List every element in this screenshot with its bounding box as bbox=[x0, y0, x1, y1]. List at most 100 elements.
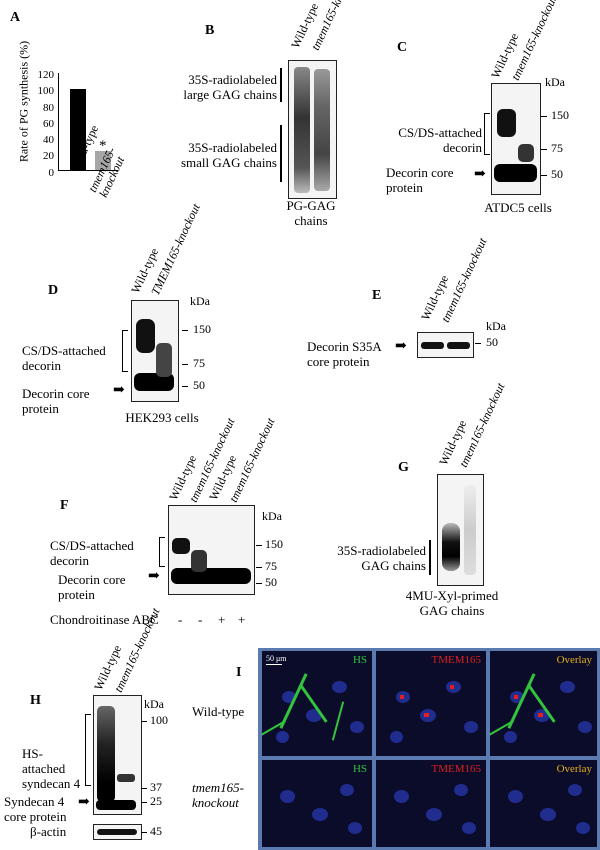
panel-d-western-blot bbox=[131, 300, 179, 402]
arrow-icon: ➡ bbox=[113, 383, 125, 398]
bar-wild-type bbox=[70, 89, 86, 170]
marker-tick bbox=[475, 343, 481, 344]
syndecan-core-label: Syndecan 4 core protein bbox=[4, 794, 67, 824]
marker-50: 50 bbox=[551, 167, 563, 181]
channel-label-tmem165: TMEM165 bbox=[431, 763, 482, 775]
marker-25: 25 bbox=[150, 794, 162, 808]
panel-e-western-blot bbox=[417, 332, 474, 358]
gag-bracket bbox=[429, 540, 431, 575]
beta-actin-blot bbox=[93, 824, 142, 840]
panel-a-tick: 80 bbox=[43, 101, 54, 114]
treatment-label: Chondroitinase ABC bbox=[50, 612, 159, 627]
marker-tick bbox=[541, 149, 547, 150]
marker-50: 50 bbox=[265, 575, 277, 589]
panel-c-label: C bbox=[397, 40, 408, 55]
marker-tick bbox=[182, 386, 188, 387]
marker-45: 45 bbox=[150, 824, 162, 838]
marker-50: 50 bbox=[486, 335, 498, 349]
marker-tick bbox=[141, 832, 147, 833]
panel-d-label: D bbox=[48, 283, 59, 298]
panel-b-label: B bbox=[205, 23, 215, 38]
row-label-wild-type: Wild-type bbox=[192, 704, 245, 719]
panel-a-y-axis bbox=[58, 73, 59, 171]
marker-75: 75 bbox=[193, 356, 205, 370]
panel-f-label: F bbox=[60, 498, 69, 513]
micrograph-wt-tmem165: TMEM165 bbox=[376, 651, 486, 756]
micrograph-ko-hs: HS bbox=[262, 760, 372, 847]
marker-tick bbox=[256, 567, 262, 568]
micrograph-wt-hs: 50 μm HS bbox=[262, 651, 372, 756]
kda-label: kDa bbox=[190, 294, 210, 308]
treatment-sign: - bbox=[198, 612, 203, 627]
arrow-icon: ➡ bbox=[395, 339, 407, 354]
large-gag-label: 35S-radiolabeled large GAG chains bbox=[183, 72, 277, 102]
treatment-sign: + bbox=[218, 612, 226, 627]
kda-label: kDa bbox=[262, 509, 282, 523]
channel-label-tmem165: TMEM165 bbox=[431, 654, 482, 666]
marker-37: 37 bbox=[150, 780, 162, 794]
significance-asterisk: * bbox=[99, 138, 107, 154]
bracket bbox=[159, 537, 165, 567]
marker-tick bbox=[182, 330, 188, 331]
marker-75: 75 bbox=[551, 141, 563, 155]
row-label-tmem165-knockout: tmem165-knockout bbox=[192, 780, 244, 810]
panel-a-tick: 0 bbox=[48, 166, 55, 179]
panel-d-caption: HEK293 cells bbox=[125, 410, 199, 425]
beta-actin-label: β-actin bbox=[30, 824, 67, 839]
marker-tick bbox=[256, 545, 262, 546]
decorin-core-label: Decorin core protein bbox=[22, 386, 90, 416]
cs-ds-decorin-label: CS/DS-attached decorin bbox=[398, 125, 482, 155]
kda-label: kDa bbox=[144, 697, 164, 711]
panel-a-ticks: 120 100 80 60 40 20 0 bbox=[28, 67, 55, 181]
treatment-sign: + bbox=[238, 612, 246, 627]
panel-a-tick: 120 bbox=[37, 69, 55, 81]
decorin-core-label: Decorin core protein bbox=[58, 572, 126, 602]
panel-a-tick: 60 bbox=[43, 117, 54, 130]
marker-150: 150 bbox=[551, 108, 569, 122]
panel-e-label: E bbox=[372, 288, 382, 303]
panel-a-tick: 100 bbox=[37, 85, 55, 98]
panel-g-label: G bbox=[398, 460, 409, 475]
gag-chains-label: 35S-radiolabeled GAG chains bbox=[337, 543, 426, 573]
marker-tick bbox=[141, 788, 147, 789]
cs-ds-decorin-label: CS/DS-attached decorin bbox=[50, 538, 134, 568]
panel-h-label: H bbox=[30, 693, 41, 708]
panel-h-western-blot bbox=[93, 695, 142, 815]
marker-tick bbox=[141, 721, 147, 722]
bracket bbox=[484, 113, 490, 155]
marker-tick bbox=[141, 802, 147, 803]
panel-a-label: A bbox=[10, 10, 21, 25]
small-gag-label: 35S-radiolabeled small GAG chains bbox=[180, 140, 277, 170]
panel-a-tick: 40 bbox=[43, 134, 54, 147]
bracket bbox=[85, 714, 91, 786]
treatment-sign: - bbox=[178, 612, 183, 627]
bar-tmem165-knockout bbox=[95, 151, 111, 170]
panel-b-caption: PG-GAG chains bbox=[286, 198, 336, 228]
panel-c-caption: ATDC5 cells bbox=[484, 200, 552, 215]
micrograph-ko-overlay: Overlay bbox=[490, 760, 597, 847]
panel-i-label: I bbox=[236, 665, 242, 680]
channel-label-hs: HS bbox=[352, 763, 367, 775]
micrograph-wt-overlay: Overlay bbox=[490, 651, 597, 756]
channel-label-overlay: Overlay bbox=[556, 654, 592, 666]
scale-bar bbox=[266, 664, 282, 665]
decorin-s35a-label: Decorin S35A core protein bbox=[307, 339, 382, 369]
panel-c-western-blot bbox=[491, 83, 541, 195]
kda-label: kDa bbox=[545, 75, 565, 89]
marker-150: 150 bbox=[193, 322, 211, 336]
panel-g-autoradiograph bbox=[437, 474, 484, 586]
arrow-icon: ➡ bbox=[474, 167, 486, 182]
panel-b-autoradiograph bbox=[288, 60, 337, 199]
scale-bar-label: 50 μm bbox=[266, 654, 287, 663]
panel-f-western-blot bbox=[168, 505, 255, 595]
channel-label-hs: HS bbox=[352, 654, 367, 666]
small-gag-bracket bbox=[280, 125, 282, 182]
hs-syndecan-label: HS-attached syndecan 4 bbox=[22, 746, 81, 791]
marker-tick bbox=[256, 583, 262, 584]
channel-label-overlay: Overlay bbox=[556, 763, 592, 775]
marker-100: 100 bbox=[150, 713, 168, 727]
kda-label: kDa bbox=[486, 319, 506, 333]
marker-50: 50 bbox=[193, 378, 205, 392]
marker-tick bbox=[541, 175, 547, 176]
panel-a-tick: 20 bbox=[43, 150, 54, 163]
